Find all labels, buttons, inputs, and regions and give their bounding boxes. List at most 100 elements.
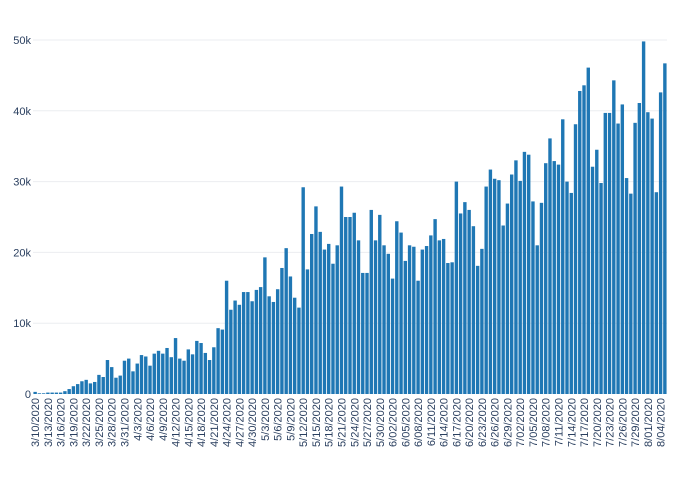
bar[interactable] — [190, 354, 195, 394]
bar[interactable] — [122, 360, 127, 394]
bar[interactable] — [220, 329, 225, 394]
bar[interactable] — [224, 280, 229, 394]
bar[interactable] — [446, 263, 450, 394]
bar[interactable] — [169, 357, 173, 394]
bar[interactable] — [407, 245, 412, 394]
bar[interactable] — [595, 149, 599, 394]
bar[interactable] — [458, 213, 463, 394]
bar[interactable] — [297, 307, 301, 394]
bar[interactable] — [356, 240, 361, 394]
bar[interactable] — [509, 174, 514, 394]
bar[interactable] — [41, 393, 46, 394]
bar[interactable] — [612, 80, 616, 395]
bar[interactable] — [118, 375, 122, 394]
bar[interactable] — [484, 186, 488, 394]
bar[interactable] — [531, 201, 535, 394]
bar[interactable] — [263, 257, 267, 394]
bar[interactable] — [212, 347, 216, 394]
bar[interactable] — [552, 161, 556, 394]
bar[interactable] — [471, 226, 476, 394]
bar[interactable] — [37, 393, 42, 394]
bar[interactable] — [412, 246, 416, 394]
bar[interactable] — [565, 181, 569, 394]
bar[interactable] — [556, 164, 561, 394]
bar[interactable] — [544, 163, 548, 394]
bar[interactable] — [641, 41, 646, 395]
bar[interactable] — [275, 289, 280, 394]
bar[interactable] — [199, 343, 203, 394]
bar[interactable] — [633, 122, 637, 394]
bar[interactable] — [250, 301, 254, 394]
bar[interactable] — [395, 221, 399, 394]
bar[interactable] — [578, 90, 582, 394]
bar[interactable] — [599, 183, 603, 394]
bar[interactable] — [586, 67, 590, 395]
bar[interactable] — [280, 267, 284, 394]
bar[interactable] — [318, 231, 322, 394]
bar[interactable] — [433, 219, 437, 394]
bar[interactable] — [314, 206, 318, 394]
bar[interactable] — [93, 381, 97, 394]
bar[interactable] — [569, 192, 573, 394]
bar[interactable] — [101, 377, 105, 394]
bar[interactable] — [365, 272, 369, 394]
bar[interactable] — [88, 383, 93, 394]
bar[interactable] — [480, 248, 484, 394]
bar[interactable] — [216, 328, 220, 394]
bar[interactable] — [254, 289, 259, 394]
bar[interactable] — [152, 353, 156, 394]
bar[interactable] — [463, 202, 467, 394]
bar[interactable] — [450, 262, 454, 394]
bar[interactable] — [518, 180, 522, 394]
bar[interactable] — [437, 240, 442, 394]
bar[interactable] — [97, 374, 101, 394]
bar[interactable] — [156, 350, 161, 394]
bar[interactable] — [616, 123, 620, 394]
bar[interactable] — [573, 124, 578, 394]
bar[interactable] — [582, 85, 586, 394]
bar[interactable] — [654, 192, 659, 394]
bar[interactable] — [361, 272, 365, 394]
bar[interactable] — [475, 265, 480, 394]
bar[interactable] — [501, 225, 505, 395]
bar[interactable] — [590, 166, 595, 394]
bar[interactable] — [233, 300, 237, 394]
bar[interactable] — [424, 246, 429, 394]
bar[interactable] — [548, 138, 552, 394]
bar[interactable] — [229, 309, 233, 394]
bar[interactable] — [629, 193, 633, 394]
bar[interactable] — [429, 235, 433, 394]
bar[interactable] — [441, 238, 446, 394]
bar[interactable] — [84, 379, 88, 394]
bar[interactable] — [288, 276, 293, 394]
bar[interactable] — [403, 260, 408, 394]
bar[interactable] — [46, 392, 50, 394]
bar[interactable] — [135, 363, 139, 394]
bar[interactable] — [71, 386, 76, 394]
bar[interactable] — [514, 160, 518, 394]
bar[interactable] — [127, 358, 131, 394]
bar[interactable] — [80, 381, 84, 394]
bar[interactable] — [161, 353, 165, 394]
bar[interactable] — [382, 245, 386, 394]
bar[interactable] — [607, 112, 612, 395]
bar[interactable] — [33, 391, 37, 394]
bar[interactable] — [650, 118, 654, 394]
bar[interactable] — [131, 371, 135, 394]
bar[interactable] — [301, 187, 305, 394]
bar[interactable] — [399, 232, 403, 394]
bar[interactable] — [178, 358, 182, 394]
bar[interactable] — [535, 245, 539, 394]
bar[interactable] — [373, 240, 378, 394]
bar[interactable] — [139, 355, 144, 394]
bar[interactable] — [331, 263, 335, 394]
bar[interactable] — [522, 151, 527, 394]
bar[interactable] — [63, 391, 67, 394]
bar[interactable] — [420, 249, 425, 394]
bar[interactable] — [186, 349, 191, 394]
bar[interactable] — [258, 287, 263, 394]
bar[interactable] — [67, 389, 71, 394]
bar[interactable] — [75, 384, 80, 394]
bar[interactable] — [182, 360, 186, 394]
bar[interactable] — [58, 392, 63, 394]
